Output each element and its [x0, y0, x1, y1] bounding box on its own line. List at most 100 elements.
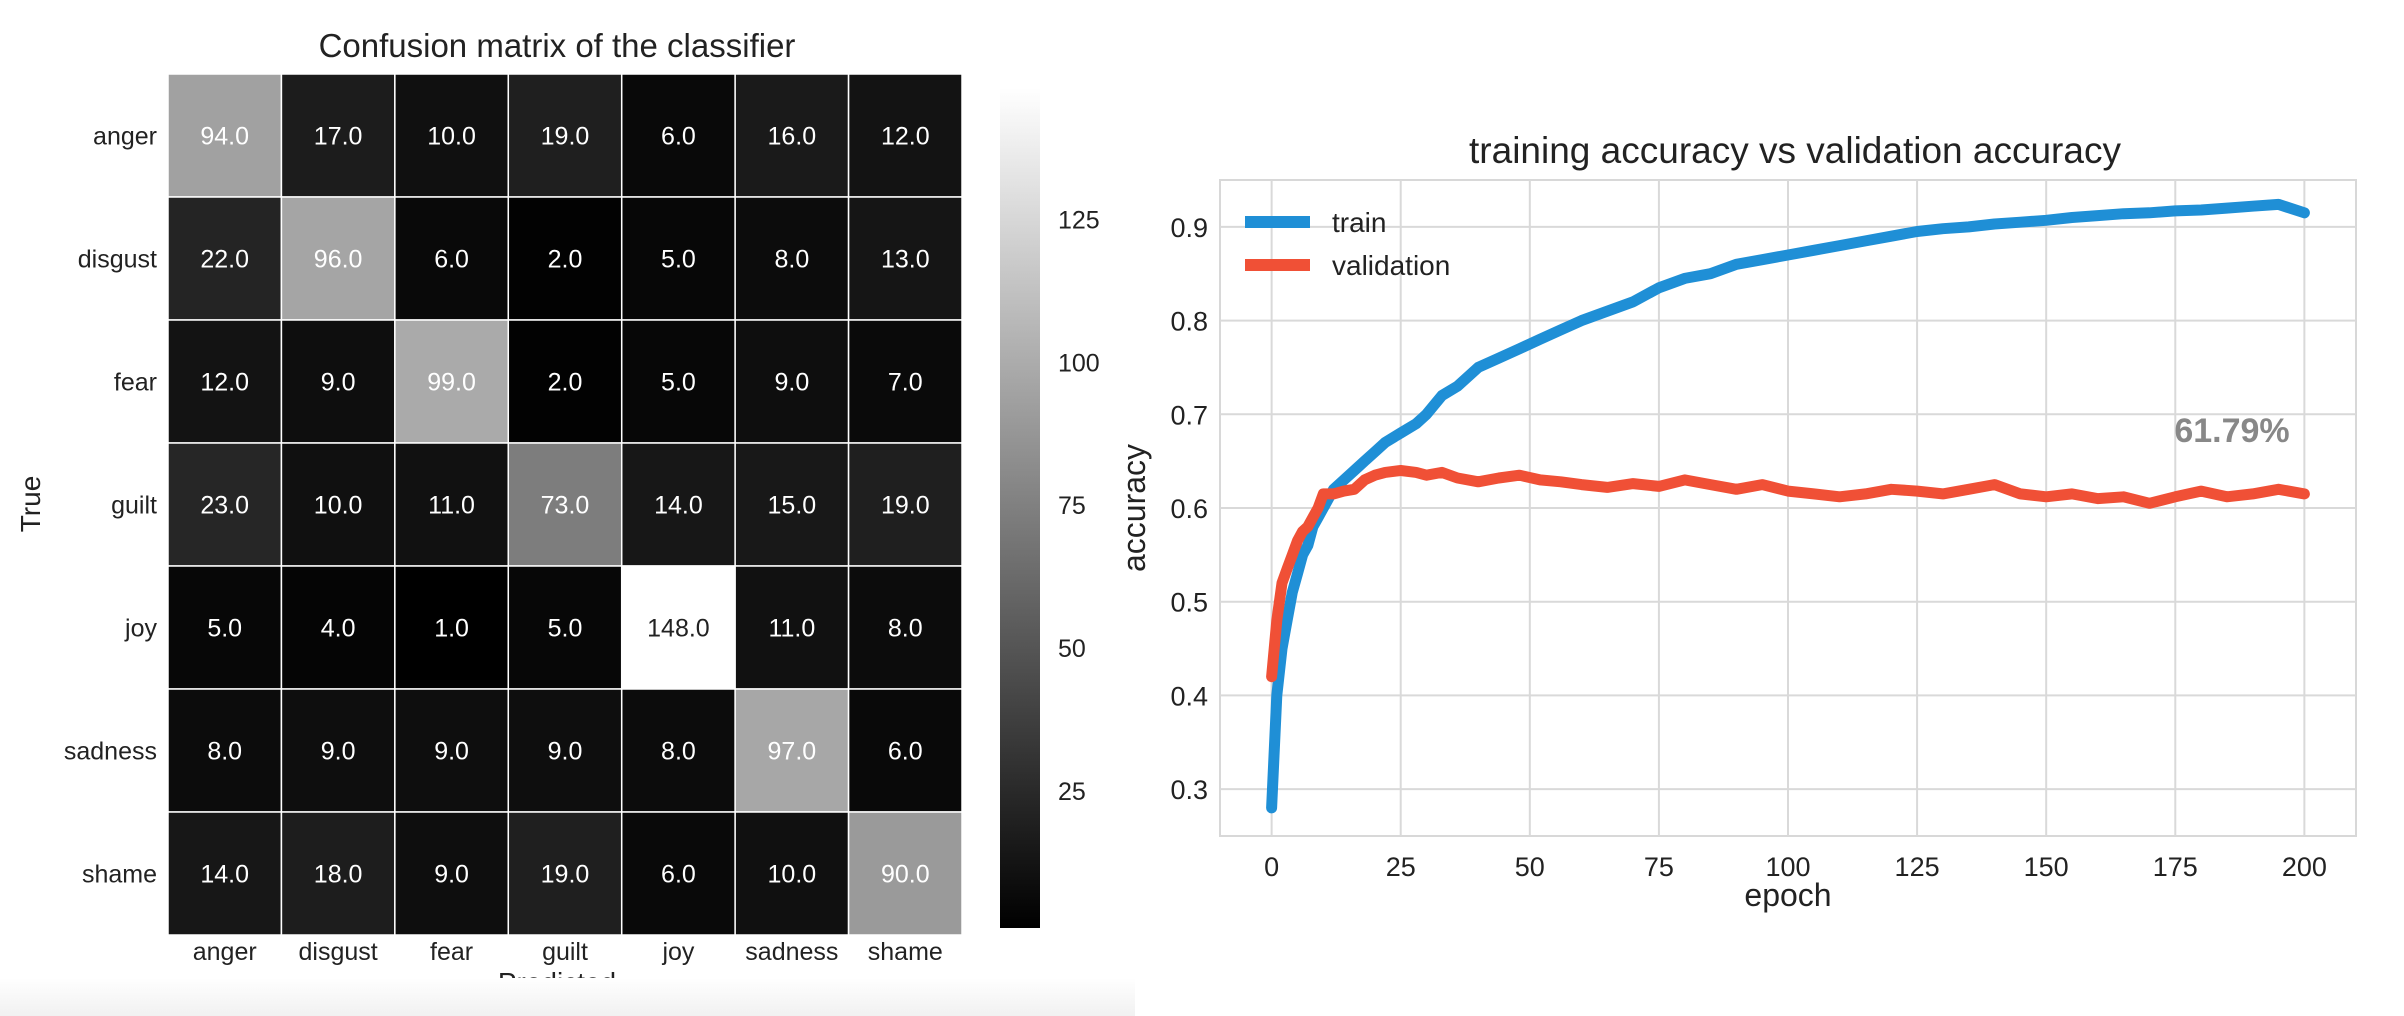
cm-cell: [507, 319, 623, 444]
lc-y-tick-label: 0.9: [1170, 213, 1208, 243]
cm-cell: [394, 319, 510, 444]
cm-x-tick-labels: anger disgust fear guilt joy sadness shame: [193, 938, 943, 966]
cm-y-tick-label: anger: [93, 123, 157, 151]
cm-cell: [734, 319, 850, 444]
lc-x-tick-label: 75: [1644, 852, 1674, 882]
cm-cell-value: 23.0: [200, 492, 249, 520]
cm-cell-value: 12.0: [881, 123, 930, 151]
cm-cell-value: 8.0: [207, 738, 242, 766]
cm-cell: [847, 442, 963, 567]
cm-cell-value: 4.0: [321, 615, 356, 643]
cm-cell-value: 9.0: [434, 861, 469, 889]
cm-cell-value: 6.0: [661, 861, 696, 889]
cm-cell-value: 10.0: [768, 861, 817, 889]
cm-x-tick-label: anger: [193, 938, 257, 966]
lc-xlabel: epoch: [1744, 877, 1831, 913]
cm-x-tick-label: guilt: [542, 938, 588, 966]
lc-x-tick-label: 25: [1386, 852, 1416, 882]
lc-y-tick-label: 0.7: [1170, 400, 1208, 430]
cm-y-tick-label: shame: [82, 861, 157, 889]
cm-x-tick-label: disgust: [299, 938, 378, 966]
cm-cell-value: 5.0: [548, 615, 583, 643]
cm-cell: [507, 73, 623, 198]
cm-cell-value: 10.0: [427, 123, 476, 151]
cm-cell-value: 73.0: [541, 492, 590, 520]
colorbar: 25 50 75 100 125: [1000, 88, 1100, 928]
cm-cell: [280, 73, 396, 198]
lc-x-tick-label: 50: [1515, 852, 1545, 882]
lc-annotation: 61.79%: [2174, 412, 2289, 450]
cm-cell: [167, 73, 283, 198]
cm-cell-value: 22.0: [200, 246, 249, 274]
cm-cell: [620, 319, 736, 444]
cm-cell: [507, 811, 623, 936]
accuracy-line-panel: training accuracy vs validation accuracy…: [1116, 130, 2357, 913]
cm-cell: [620, 811, 736, 936]
colorbar-ticks: 25 50 75 100 125: [1058, 206, 1100, 805]
confusion-matrix-panel: Confusion matrix of the classifier 94.0 1…: [15, 27, 963, 998]
cm-cell-value: 96.0: [314, 246, 363, 274]
lc-x-tick-label: 125: [1895, 852, 1940, 882]
cm-cell-value: 99.0: [427, 369, 476, 397]
cm-y-tick-label: guilt: [111, 492, 157, 520]
cm-cell-value: 12.0: [200, 369, 249, 397]
cm-cell-value: 10.0: [314, 492, 363, 520]
cm-cell-value: 14.0: [654, 492, 703, 520]
cm-cell-value: 8.0: [888, 615, 923, 643]
cm-cell: [167, 565, 283, 690]
lc-x-tick-label: 175: [2153, 852, 2198, 882]
cm-cell-value: 2.0: [548, 369, 583, 397]
cm-cell-value: 148.0: [647, 615, 710, 643]
lc-x-tick-label: 0: [1264, 852, 1279, 882]
cm-cell-value: 9.0: [321, 369, 356, 397]
cm-cell-value: 19.0: [541, 123, 590, 151]
lc-series-line-validation: [1266, 465, 2310, 683]
cm-cell: [847, 196, 963, 321]
cm-cell: [847, 811, 963, 936]
cm-cell: [734, 73, 850, 198]
cm-cell: [394, 811, 510, 936]
cm-cell: [734, 196, 850, 321]
cm-cell-value: 19.0: [541, 861, 590, 889]
cm-cell: [394, 73, 510, 198]
lc-x-tick-label: 150: [2024, 852, 2069, 882]
cm-cells: 94.0 17.0 10.0 19.0 6.0 16.0 12.0 22.0 96.0 6.0 2.…: [167, 73, 963, 936]
cm-cell: [167, 811, 283, 936]
cm-cell-value: 7.0: [888, 369, 923, 397]
cm-cell-value: 17.0: [314, 123, 363, 151]
cm-cell-value: 13.0: [881, 246, 930, 274]
colorbar-tick-label: 100: [1058, 349, 1100, 377]
cm-cell-value: 5.0: [207, 615, 242, 643]
cm-y-tick-label: disgust: [78, 246, 157, 274]
colorbar-tick-label: 50: [1058, 635, 1086, 663]
cm-cell-value: 8.0: [661, 738, 696, 766]
cm-cell: [620, 688, 736, 813]
cm-cell-value: 1.0: [434, 615, 469, 643]
cm-cell-value: 6.0: [888, 738, 923, 766]
lc-x-tick-label: 100: [1765, 852, 1810, 882]
bottom-strip: [0, 978, 1135, 1016]
lc-y-tick-label: 0.5: [1170, 588, 1208, 618]
cm-cell-value: 94.0: [200, 123, 249, 151]
lc-x-tick-label: 200: [2282, 852, 2327, 882]
lc-y-tick-label: 0.4: [1170, 681, 1208, 711]
cm-y-tick-label: fear: [114, 369, 157, 397]
cm-cell-value: 5.0: [661, 246, 696, 274]
cm-cell-value: 90.0: [881, 861, 930, 889]
legend-label-train: train: [1332, 207, 1386, 238]
lc-y-tick-label: 0.8: [1170, 307, 1208, 337]
lc-y-tick-labels: 0.3 0.4 0.5 0.6 0.7 0.8 0.9: [1170, 213, 1208, 805]
cm-cell-value: 19.0: [881, 492, 930, 520]
cm-cell: [734, 811, 850, 936]
cm-cell-value: 16.0: [768, 123, 817, 151]
cm-cell-value: 6.0: [661, 123, 696, 151]
cm-cell: [167, 196, 283, 321]
cm-cell-value: 5.0: [661, 369, 696, 397]
cm-y-tick-labels: anger disgust fear guilt joy sadness shame: [64, 123, 158, 889]
cm-ylabel: True: [15, 476, 46, 533]
cm-cell: [167, 688, 283, 813]
cm-cell: [394, 565, 510, 690]
cm-cell: [847, 688, 963, 813]
cm-cell-value: 9.0: [321, 738, 356, 766]
cm-cell: [734, 442, 850, 567]
